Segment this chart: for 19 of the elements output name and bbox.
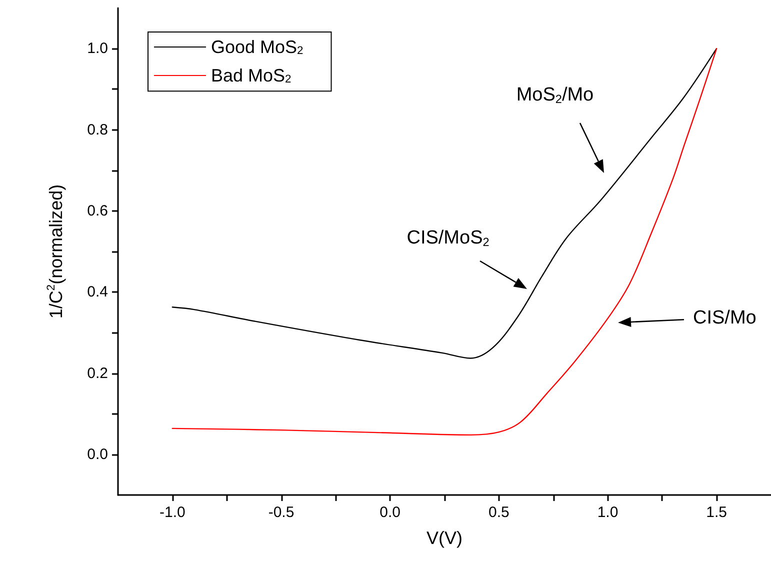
x-tick-label: -1.0 [159,504,186,521]
annotation: CIS/MoS2 [406,228,490,249]
x-axis-title: V(V) [426,528,462,548]
x-tick-label: 0.5 [488,504,510,521]
y-tick-label: 0.4 [87,284,108,301]
x-tick-label: 0.0 [380,504,401,521]
legend-label: Bad MoS2 [211,66,292,86]
x-tick-label: 1.0 [597,504,618,521]
x-tick-label: 1.5 [706,504,728,521]
y-tick-label: 0.0 [87,446,108,463]
annotation: CIS/Mo [693,308,756,328]
x-tick-label: -0.5 [268,504,294,521]
annotation: MoS2/Mo [516,84,594,106]
y-tick-label: 0.6 [87,202,108,220]
y-tick-label: 0.2 [87,364,108,382]
y-axis-title: 1/C2(normalized) [46,184,66,319]
y-tick-label: 0.8 [87,121,108,138]
y-tick-label: 1.0 [87,40,108,58]
legend-label: Good MoS2 [211,37,304,58]
